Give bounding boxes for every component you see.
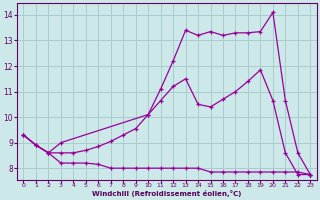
X-axis label: Windchill (Refroidissement éolien,°C): Windchill (Refroidissement éolien,°C) [92,190,242,197]
